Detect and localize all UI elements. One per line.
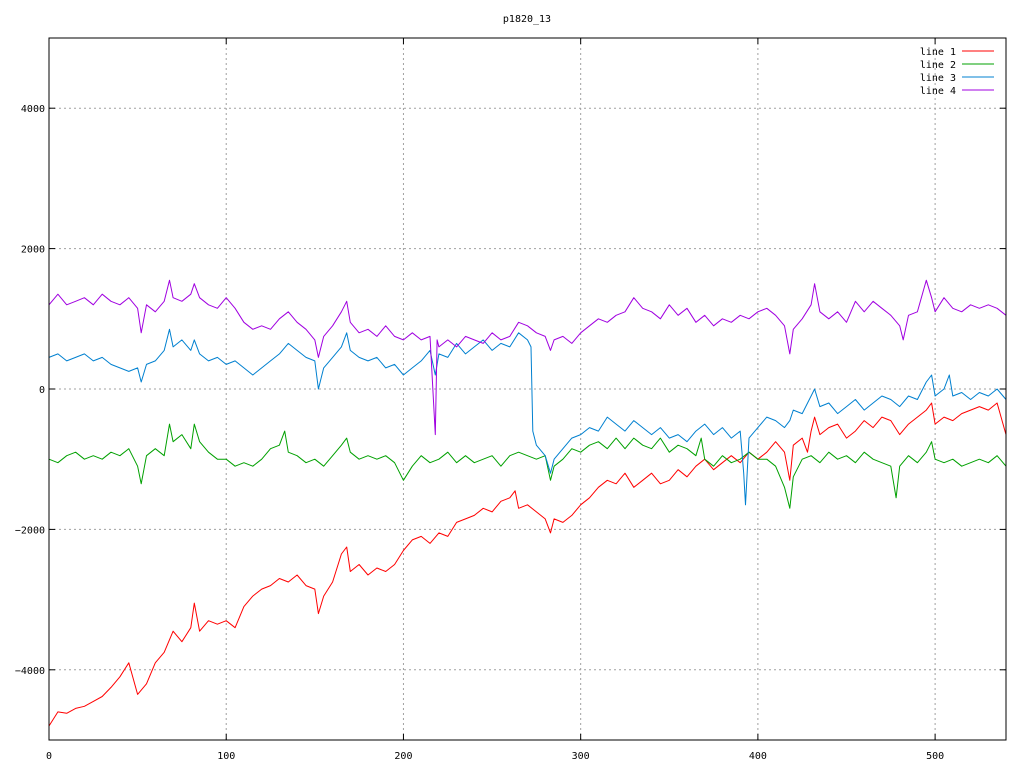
y-tick-label: 2000 xyxy=(21,245,45,256)
y-tick-label: −4000 xyxy=(15,666,45,677)
x-tick-label: 200 xyxy=(394,751,412,762)
plot-frame xyxy=(48,37,1007,741)
legend-label: line 2 xyxy=(920,60,956,71)
y-tick-label: −2000 xyxy=(15,525,45,536)
x-tick-label: 100 xyxy=(217,751,235,762)
series-line-4 xyxy=(48,279,1007,436)
series-line-3 xyxy=(48,328,1007,506)
x-tick-label: 0 xyxy=(46,751,52,762)
x-tick-label: 400 xyxy=(749,751,767,762)
legend: line 1 line 2 line 3 line 4 xyxy=(920,47,994,97)
grid xyxy=(49,38,1006,740)
legend-label: line 1 xyxy=(920,47,956,58)
x-tick-label: 300 xyxy=(572,751,590,762)
legend-label: line 3 xyxy=(920,73,956,84)
legend-label: line 4 xyxy=(920,86,956,97)
x-tick-label: 500 xyxy=(926,751,944,762)
axis-ticks: 0 100 200 300 400 500 −4000 −2000 0 2000 4000 xyxy=(15,38,1006,762)
series-line-1 xyxy=(48,402,1007,727)
y-tick-label: 4000 xyxy=(21,104,45,115)
y-tick-label: 0 xyxy=(39,385,45,396)
series-group xyxy=(48,279,1007,727)
series-line-2 xyxy=(48,423,1007,509)
chart-title: p1820_13 xyxy=(503,14,551,25)
